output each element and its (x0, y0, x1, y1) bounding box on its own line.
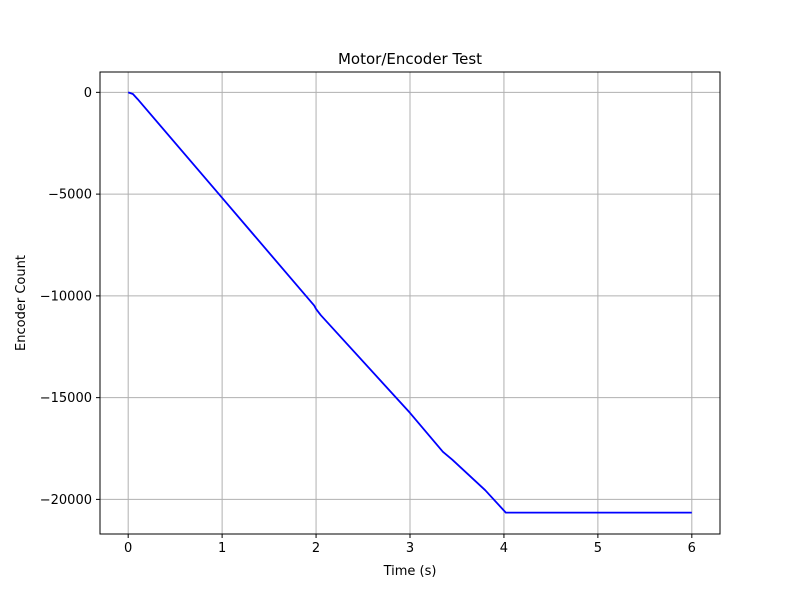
x-axis-label: Time (s) (383, 564, 437, 579)
series-layer (127, 91, 692, 514)
y-tick-label: 0 (84, 86, 92, 101)
y-axis-label: Encoder Count (14, 255, 29, 351)
x-tick-label: 1 (218, 541, 226, 556)
y-tick-label: −5000 (48, 188, 92, 203)
x-tick-label: 2 (312, 541, 320, 556)
x-tick-label: 5 (594, 541, 602, 556)
y-tick-label: −20000 (40, 493, 92, 508)
chart-title: Motor/Encoder Test (338, 50, 482, 68)
series-line (127, 91, 692, 514)
x-tick-label: 3 (406, 541, 414, 556)
tick-layer: 0 1 2 3 4 5 6 0 −5000 −10000 −15000 −20000 (40, 86, 696, 556)
x-tick-label: 0 (124, 541, 132, 556)
y-tick-label: −15000 (40, 391, 92, 406)
y-tick-label: −10000 (40, 289, 92, 304)
x-tick-label: 4 (500, 541, 508, 556)
x-tick-label: 6 (688, 541, 696, 556)
grid-layer (100, 72, 720, 534)
